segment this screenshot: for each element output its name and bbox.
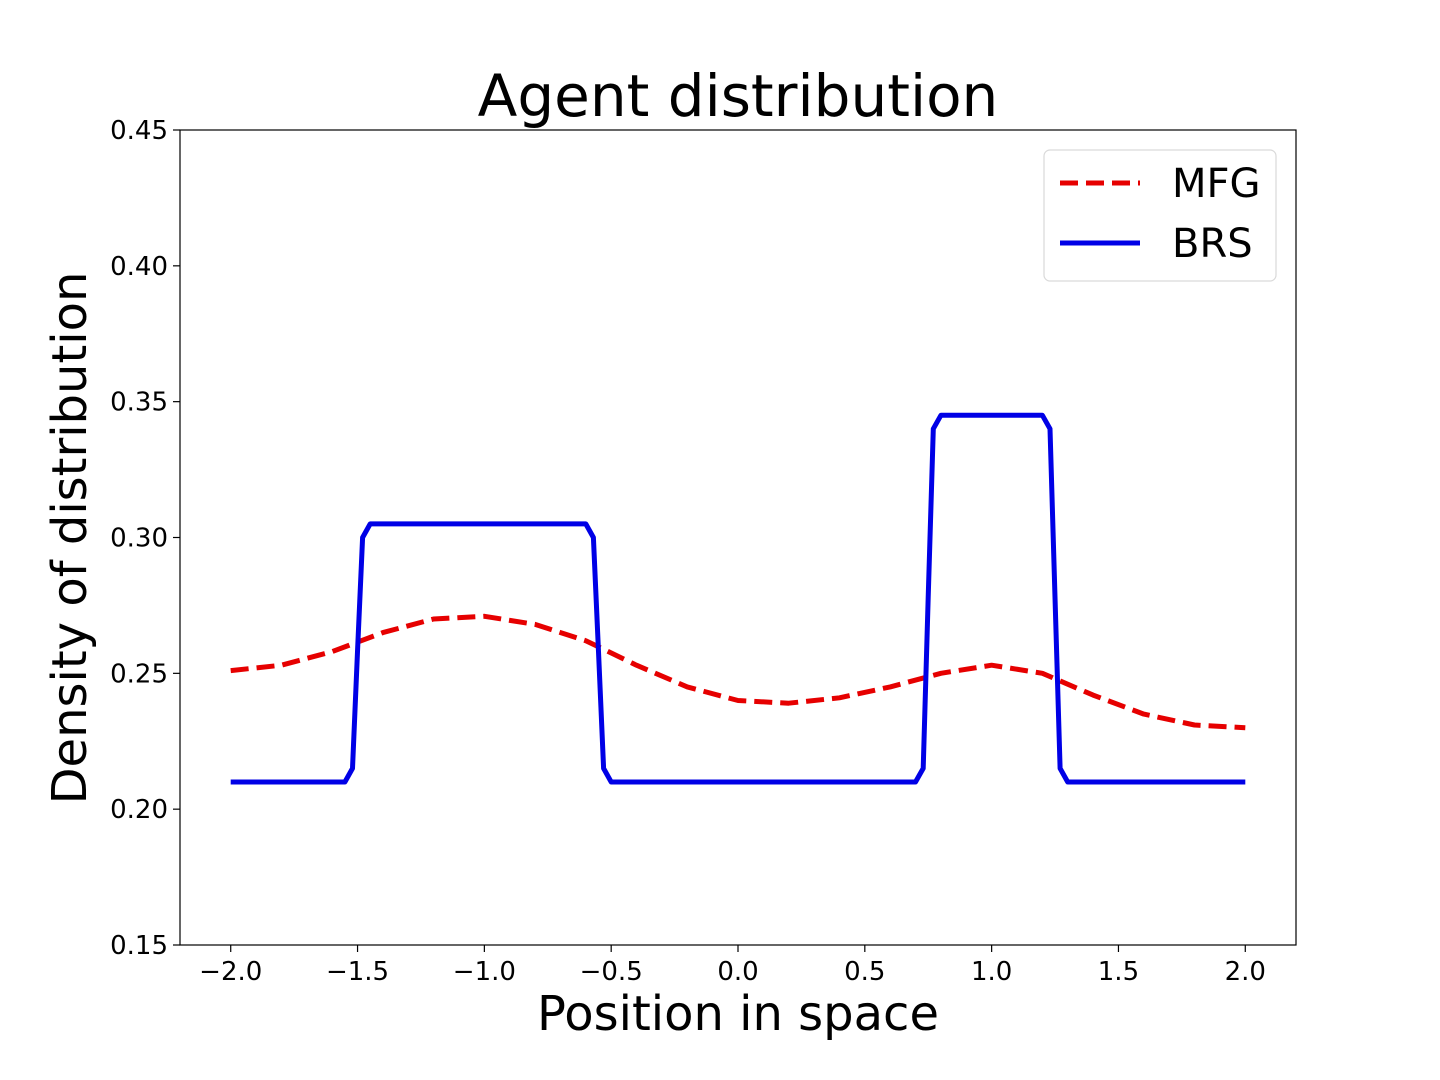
x-tick-label: −0.5 <box>580 957 643 987</box>
x-axis-title: Position in space <box>537 986 939 1042</box>
plot-area <box>230 412 1246 785</box>
x-tick-label: 0.5 <box>844 957 885 987</box>
y-tick-label: 0.30 <box>110 524 168 554</box>
x-tick-label: 0.0 <box>717 957 758 987</box>
x-tick-label: 2.0 <box>1225 957 1266 987</box>
x-tick-label: −1.0 <box>453 957 516 987</box>
legend-label-mfg: MFG <box>1172 161 1261 207</box>
y-tick-label: 0.15 <box>110 931 168 961</box>
chart-title: Agent distribution <box>478 62 999 130</box>
x-tick-label: 1.0 <box>971 957 1012 987</box>
legend-label-brs: BRS <box>1172 221 1253 267</box>
series-line-brs <box>230 412 1246 785</box>
y-tick-label: 0.25 <box>110 659 168 689</box>
y-tick-label: 0.40 <box>110 252 168 282</box>
y-tick-label: 0.35 <box>110 388 168 418</box>
series-line-mfg <box>230 613 1246 731</box>
x-tick-label: −2.0 <box>199 957 262 987</box>
y-tick-label: 0.20 <box>110 795 168 825</box>
y-axis-title: Density of distribution <box>42 272 98 805</box>
y-axis: 0.15 0.20 0.25 0.30 0.35 0.40 0.45 <box>110 116 180 961</box>
x-axis: −2.0 −1.5 −1.0 −0.5 0.0 0.5 1.0 1.5 2.0 <box>199 945 1266 987</box>
y-tick-label: 0.45 <box>110 116 168 146</box>
x-tick-label: −1.5 <box>326 957 389 987</box>
x-tick-label: 1.5 <box>1098 957 1139 987</box>
legend: MFG BRS <box>1043 149 1277 282</box>
